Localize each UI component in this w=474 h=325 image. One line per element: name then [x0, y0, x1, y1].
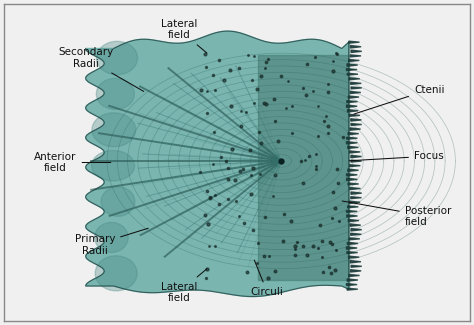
Polygon shape [346, 137, 357, 139]
Ellipse shape [95, 222, 128, 253]
Polygon shape [351, 155, 362, 158]
Polygon shape [347, 110, 358, 112]
Polygon shape [349, 274, 360, 277]
Text: Primary
Radii: Primary Radii [75, 228, 148, 256]
Polygon shape [348, 96, 359, 98]
Polygon shape [351, 50, 362, 53]
Polygon shape [347, 288, 358, 290]
Polygon shape [348, 146, 358, 149]
Polygon shape [346, 178, 357, 181]
Polygon shape [351, 228, 362, 231]
Polygon shape [351, 192, 362, 194]
Text: Circuli: Circuli [251, 260, 284, 297]
Text: Focus: Focus [349, 151, 444, 161]
Polygon shape [347, 242, 358, 245]
Polygon shape [351, 87, 362, 89]
Polygon shape [346, 142, 357, 144]
Text: Anterior
field: Anterior field [34, 152, 111, 173]
Text: Lateral
field: Lateral field [161, 269, 207, 303]
Polygon shape [350, 270, 361, 272]
Polygon shape [347, 100, 357, 103]
Text: Lateral
field: Lateral field [161, 19, 207, 53]
Ellipse shape [96, 78, 134, 110]
Polygon shape [351, 265, 362, 267]
Polygon shape [347, 64, 358, 66]
Polygon shape [346, 247, 357, 249]
Ellipse shape [92, 113, 136, 147]
Polygon shape [351, 82, 361, 84]
Polygon shape [348, 169, 358, 172]
Polygon shape [347, 206, 358, 208]
Polygon shape [349, 41, 359, 43]
Polygon shape [351, 160, 362, 162]
Polygon shape [350, 46, 361, 48]
Polygon shape [346, 283, 357, 286]
Polygon shape [349, 151, 360, 153]
Polygon shape [350, 91, 361, 94]
Polygon shape [351, 233, 361, 235]
Polygon shape [348, 133, 359, 135]
Polygon shape [347, 73, 358, 75]
Ellipse shape [101, 187, 135, 216]
Polygon shape [347, 215, 357, 217]
Polygon shape [347, 252, 358, 254]
Polygon shape [347, 279, 358, 281]
Polygon shape [346, 211, 357, 212]
Text: Secondary
Radii: Secondary Radii [58, 47, 144, 91]
Ellipse shape [91, 150, 135, 181]
Polygon shape [348, 256, 359, 258]
Polygon shape [258, 42, 349, 289]
Ellipse shape [95, 256, 137, 291]
Polygon shape [350, 224, 361, 226]
Polygon shape [349, 78, 360, 80]
Polygon shape [349, 201, 360, 203]
Polygon shape [350, 188, 361, 189]
Text: Ctenii: Ctenii [354, 85, 445, 114]
Polygon shape [346, 174, 357, 176]
Polygon shape [346, 105, 357, 107]
Polygon shape [350, 165, 360, 167]
Polygon shape [86, 31, 349, 296]
Polygon shape [351, 119, 362, 121]
Polygon shape [350, 261, 361, 263]
Polygon shape [350, 55, 361, 57]
Ellipse shape [97, 41, 137, 75]
Polygon shape [351, 124, 362, 125]
Polygon shape [349, 238, 360, 240]
Polygon shape [349, 114, 360, 116]
Text: Posterior
field: Posterior field [342, 201, 451, 227]
Polygon shape [346, 69, 357, 71]
Polygon shape [348, 219, 359, 222]
Polygon shape [350, 128, 361, 130]
Polygon shape [348, 59, 359, 61]
Polygon shape [348, 183, 359, 185]
Polygon shape [351, 197, 362, 199]
